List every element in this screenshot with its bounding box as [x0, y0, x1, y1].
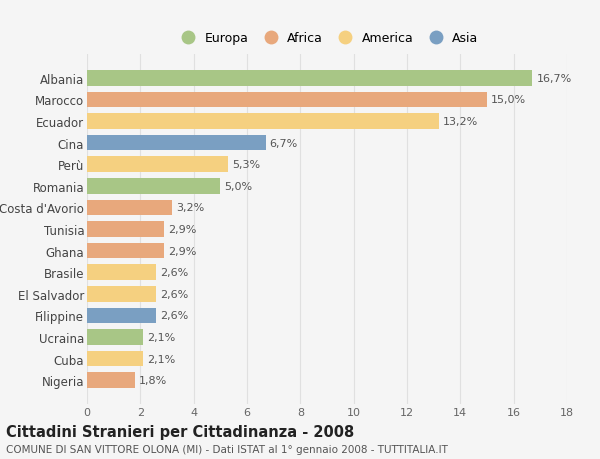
- Bar: [87, 265, 157, 280]
- Text: 6,7%: 6,7%: [269, 138, 298, 148]
- Bar: [87, 243, 164, 259]
- Text: 2,6%: 2,6%: [160, 268, 188, 278]
- Text: 15,0%: 15,0%: [491, 95, 526, 105]
- Text: Cittadini Stranieri per Cittadinanza - 2008: Cittadini Stranieri per Cittadinanza - 2…: [6, 425, 354, 440]
- Text: 5,3%: 5,3%: [232, 160, 260, 170]
- Bar: [87, 200, 172, 216]
- Text: 2,6%: 2,6%: [160, 311, 188, 321]
- Bar: [87, 157, 229, 173]
- Text: 2,6%: 2,6%: [160, 289, 188, 299]
- Bar: [87, 135, 266, 151]
- Bar: [87, 330, 143, 345]
- Bar: [87, 308, 157, 324]
- Bar: [87, 114, 439, 129]
- Text: 13,2%: 13,2%: [443, 117, 478, 127]
- Text: COMUNE DI SAN VITTORE OLONA (MI) - Dati ISTAT al 1° gennaio 2008 - TUTTITALIA.IT: COMUNE DI SAN VITTORE OLONA (MI) - Dati …: [6, 444, 448, 454]
- Text: 3,2%: 3,2%: [176, 203, 205, 213]
- Text: 5,0%: 5,0%: [224, 181, 253, 191]
- Bar: [87, 222, 164, 237]
- Text: 16,7%: 16,7%: [536, 74, 572, 84]
- Text: 2,9%: 2,9%: [169, 246, 197, 256]
- Bar: [87, 286, 157, 302]
- Bar: [87, 71, 532, 86]
- Bar: [87, 179, 220, 194]
- Bar: [87, 92, 487, 108]
- Text: 2,1%: 2,1%: [147, 354, 175, 364]
- Text: 1,8%: 1,8%: [139, 375, 167, 385]
- Text: 2,1%: 2,1%: [147, 332, 175, 342]
- Text: 2,9%: 2,9%: [169, 224, 197, 235]
- Bar: [87, 373, 135, 388]
- Legend: Europa, Africa, America, Asia: Europa, Africa, America, Asia: [176, 33, 478, 45]
- Bar: [87, 351, 143, 367]
